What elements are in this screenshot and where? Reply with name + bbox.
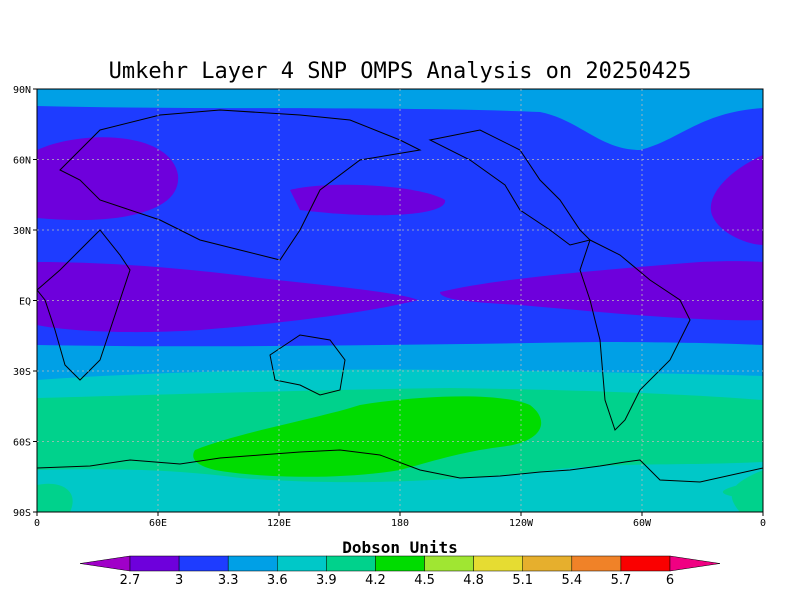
contour-band [37, 89, 763, 150]
colorbar-tick-label: 3.3 [218, 573, 239, 588]
lon-label: 120E [267, 518, 291, 529]
colorbar-tick-label: 3 [175, 573, 183, 588]
map-title: Umkehr Layer 4 SNP OMPS Analysis on 2025… [109, 59, 692, 84]
colorbar-tick-label: 5.4 [561, 573, 582, 588]
colorbar-over [669, 555, 721, 572]
graticule [33, 88, 764, 516]
lat-label: 60N [13, 156, 31, 167]
lat-label: 90S [13, 508, 31, 519]
lon-label: 60E [149, 518, 167, 529]
colorbar-under [79, 555, 131, 572]
continent-outline [59, 109, 422, 261]
continent-outline [37, 229, 131, 381]
continent-outline [579, 239, 691, 431]
colorbar-title: Dobson Units [342, 538, 458, 557]
colorbar-tick-label: 4.2 [365, 573, 386, 588]
contour-band [37, 462, 763, 512]
colorbar-segment [522, 555, 573, 572]
antarctica-coast [37, 449, 763, 483]
colorbar-segment [178, 555, 229, 572]
colorbar-tick-label: 3.6 [267, 573, 288, 588]
lon-label: 0 [34, 518, 40, 529]
lon-label: 0 [760, 518, 766, 529]
lat-label: 60S [13, 438, 31, 449]
colorbar-segment [375, 555, 425, 572]
lat-label: 30N [13, 226, 31, 237]
continent-outline [428, 129, 591, 246]
contour-band [193, 396, 542, 477]
colorbar-tick-label: 3.9 [316, 573, 337, 588]
colorbar-segment [571, 555, 622, 572]
continent-outline [269, 334, 346, 396]
coastlines [37, 109, 763, 483]
colorbar-segment [473, 555, 523, 572]
lat-label: 90N [13, 85, 31, 96]
colorbar-segment [424, 555, 474, 572]
colorbar-segment [326, 555, 376, 572]
lon-label: 60W [633, 518, 652, 529]
contour-band [37, 483, 73, 512]
colorbar: 2.7 3 3.3 3.6 3.9 4.2 4.5 4.8 5.1 5.4 5.7 6 [79, 555, 721, 588]
colorbar-tick-label: 4.5 [414, 573, 435, 588]
contour-band [290, 184, 446, 216]
colorbar-tick-label: 5.1 [512, 573, 533, 588]
lon-label: 180 [391, 518, 409, 529]
lon-label: 120W [509, 518, 534, 529]
colorbar-segment [129, 555, 180, 572]
lat-label: EQ [19, 297, 31, 308]
contour-band [710, 155, 763, 245]
colorbar-segment [620, 555, 671, 572]
colorbar-tick-label: 4.8 [463, 573, 484, 588]
colorbar-segment [277, 555, 327, 572]
contour-band [731, 470, 763, 512]
colorbar-tick-label: 5.7 [611, 573, 632, 588]
colorbar-segment [227, 555, 278, 572]
colorbar-tick-label: 2.7 [120, 573, 141, 588]
contour-band [37, 262, 418, 333]
lat-label: 30S [13, 367, 31, 378]
colorbar-tick-label: 6 [666, 573, 674, 588]
